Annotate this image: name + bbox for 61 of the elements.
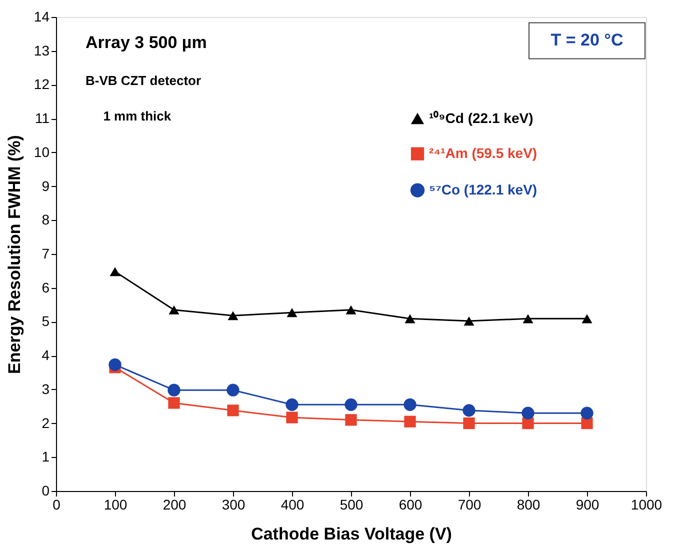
x-tick-label: 900: [576, 496, 600, 512]
y-tick-label: 4: [42, 347, 50, 364]
point: [404, 398, 416, 411]
point: [286, 412, 298, 424]
y-tick-label: 6: [42, 279, 50, 296]
y-tick-label: 0: [42, 482, 50, 498]
point: [108, 358, 122, 372]
x-tick-label: 100: [104, 496, 128, 512]
legend-label: ¹⁰⁹Cd (22.1 keV): [429, 110, 534, 126]
y-axis-title: Energy Resolution FWHM (%): [4, 135, 24, 374]
annotation: Array 3 500 µm: [86, 33, 207, 52]
point: [404, 416, 416, 428]
point: [286, 398, 298, 411]
x-tick-label: 300: [222, 496, 246, 512]
point: [522, 417, 534, 430]
y-tick-label: 2: [42, 414, 50, 431]
y-tick-label: 10: [34, 144, 50, 160]
point: [582, 314, 592, 324]
x-tick-label: 500: [340, 496, 364, 512]
point: [344, 398, 358, 411]
point: [462, 404, 476, 417]
point: [581, 417, 593, 430]
y-tick-label: 14: [34, 8, 50, 24]
y-tick-label: 11: [34, 110, 50, 126]
annotation: T = 20 °C: [550, 30, 624, 50]
point: [346, 305, 356, 314]
annotation: 1 mm thick: [103, 108, 172, 124]
y-tick-label: 3: [42, 380, 50, 397]
point: [168, 384, 180, 396]
x-tick-label: 1000: [630, 496, 662, 512]
point: [110, 267, 120, 276]
x-tick-label: 200: [162, 496, 186, 512]
point: [286, 308, 298, 318]
y-tick-label: 13: [34, 42, 50, 58]
y-tick-label: 12: [34, 76, 50, 92]
x-axis-title: Cathode Bias Voltage (V): [251, 524, 452, 544]
point: [522, 406, 534, 420]
point: [168, 305, 180, 314]
point: [227, 404, 239, 416]
point: [168, 397, 180, 409]
point: [464, 316, 474, 326]
y-tick-label: 1: [42, 448, 50, 465]
y-tick-label: 8: [42, 212, 50, 228]
legend-label: ⁵⁷Co (122.1 keV): [429, 181, 538, 198]
point: [228, 311, 238, 320]
annotation: B-VB CZT detector: [86, 72, 202, 88]
point: [345, 414, 357, 426]
point: [226, 384, 240, 396]
x-tick-label: 600: [398, 496, 422, 512]
point: [522, 314, 534, 324]
x-tick-label: 700: [458, 496, 482, 512]
point: [404, 314, 416, 324]
x-tick-label: 800: [516, 496, 540, 512]
x-tick-label: 400: [280, 496, 304, 512]
legend-label: ²⁴¹Am (59.5 keV): [429, 144, 538, 161]
y-tick-label: 7: [42, 246, 50, 262]
point: [463, 417, 475, 430]
point: [580, 406, 594, 420]
y-tick-label: 5: [42, 313, 50, 330]
y-tick-label: 9: [42, 178, 50, 194]
x-tick-label: 0: [52, 496, 61, 512]
